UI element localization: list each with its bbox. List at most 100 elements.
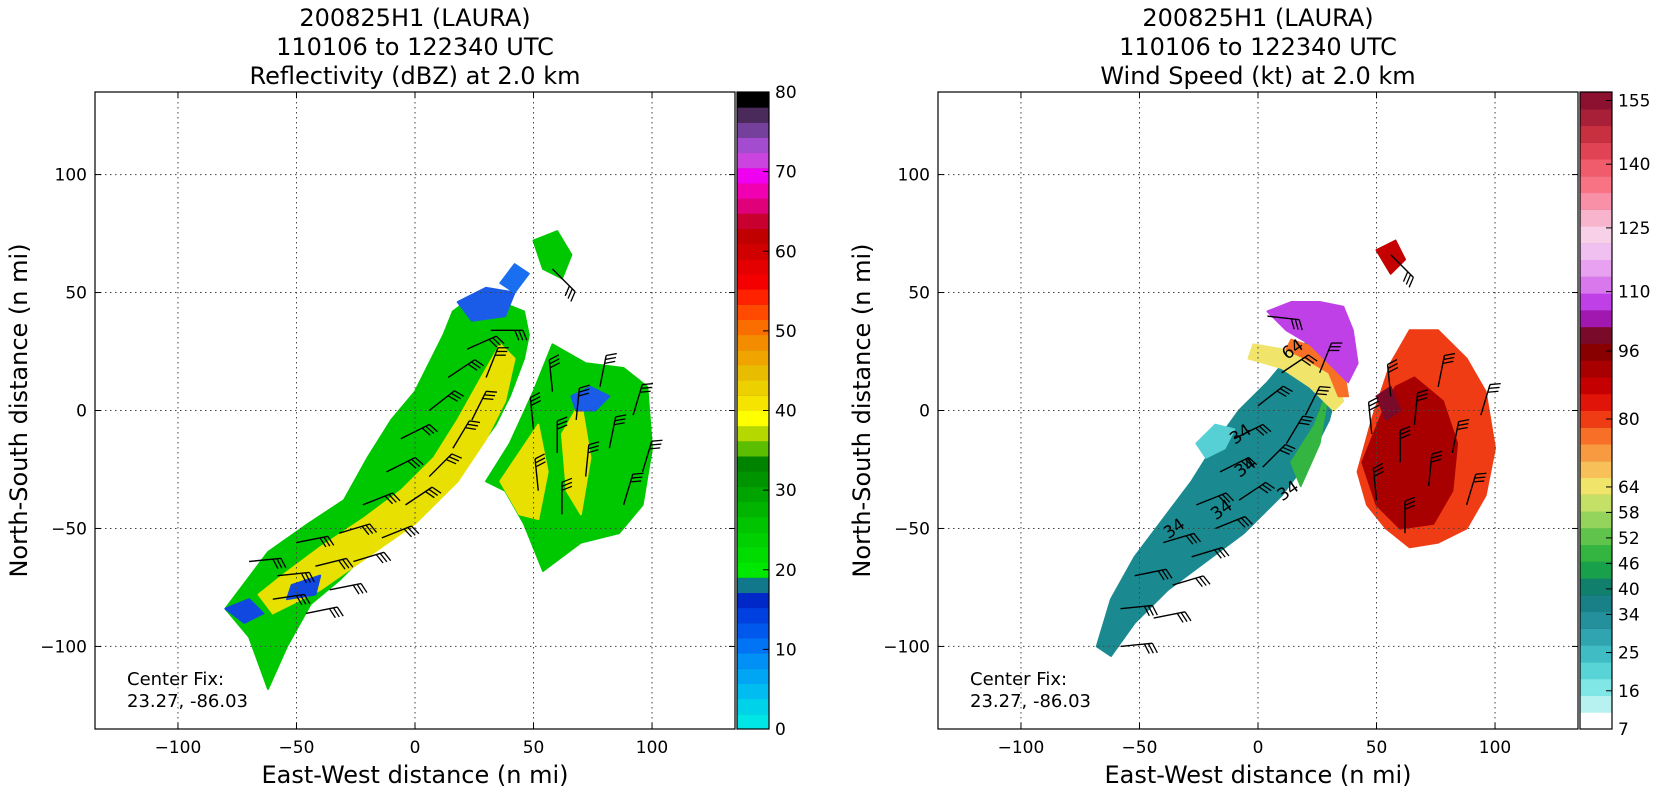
x-tick-label: −50 — [279, 738, 315, 758]
barb-feather — [1279, 388, 1290, 395]
colorbar-tick-label: 20 — [775, 561, 797, 581]
y-tick-label: 100 — [55, 166, 87, 186]
barb-feather — [1417, 393, 1428, 398]
barb-feather — [615, 414, 627, 418]
colorbar-segment — [737, 274, 769, 290]
barb-feather — [578, 388, 590, 393]
barb-feather — [530, 395, 541, 403]
colorbar-tick-label: 80 — [1618, 410, 1640, 430]
barb-feather — [1189, 534, 1198, 544]
wind-barb — [1153, 611, 1192, 623]
colorbar-segment — [1580, 259, 1612, 277]
barb-shaft — [622, 474, 634, 506]
colorbar-segment — [1580, 376, 1612, 395]
barb-feather — [578, 392, 590, 397]
barb-feather — [1300, 418, 1312, 422]
barb-feather — [1417, 389, 1429, 394]
barb-shaft — [386, 456, 416, 473]
region-east-blob-blue — [570, 385, 611, 412]
colorbar-segment — [737, 638, 769, 654]
barb-shaft — [1372, 468, 1378, 501]
y-tick-label: −100 — [40, 637, 87, 657]
barb-feather — [327, 535, 335, 546]
colorbar-segment — [1580, 460, 1612, 479]
barb-feather — [1184, 611, 1192, 622]
barb-feather — [1218, 495, 1227, 505]
barb-feather — [303, 594, 311, 605]
wind-barb — [1413, 389, 1429, 425]
wind-barb — [405, 486, 442, 506]
barb-feather — [1255, 427, 1265, 436]
barb-feather — [454, 390, 465, 397]
wind-barb — [1219, 456, 1258, 473]
barb-feather — [1193, 533, 1202, 543]
barb-feather — [587, 449, 599, 454]
colorbar-segment — [1580, 594, 1612, 613]
colorbar-segment — [737, 228, 769, 245]
barb-shaft — [428, 453, 453, 478]
barb-feather — [1431, 454, 1442, 459]
barb-shaft — [1437, 355, 1446, 388]
barb-feather — [651, 439, 663, 442]
colorbar-segment — [737, 289, 769, 305]
barb-feather — [1195, 577, 1203, 588]
colorbar-segment — [1580, 175, 1612, 194]
wind-barb — [641, 439, 663, 473]
wind-barb — [1281, 354, 1318, 374]
region-inner-blue-north — [456, 286, 516, 322]
barb-feather — [1221, 547, 1230, 557]
barb-shaft — [353, 551, 385, 563]
barb-feather — [304, 572, 311, 583]
barb-feather — [1368, 396, 1379, 403]
chart-title-line: 200825H1 (LAURA) — [299, 4, 530, 32]
wind-barb — [485, 347, 509, 378]
x-tick-label: 50 — [523, 738, 545, 758]
wind-barb — [1480, 382, 1501, 416]
wind-barb — [1437, 352, 1456, 388]
barb-feather — [650, 443, 662, 446]
wind-barb — [599, 352, 617, 388]
barb-shaft — [362, 492, 393, 506]
center-fix-annotation: 23.27, -86.03 — [970, 691, 1091, 712]
barb-feather — [467, 423, 479, 427]
barb-feather — [1225, 492, 1234, 502]
barb-feather — [1373, 466, 1384, 473]
barb-feather — [1473, 480, 1485, 483]
barb-feather — [548, 354, 560, 361]
colorbar-segment — [737, 486, 769, 502]
barb-shaft — [534, 458, 539, 491]
wind-barb — [1134, 568, 1173, 581]
barb-feather — [604, 360, 616, 365]
barb-feather — [1258, 425, 1268, 434]
colorbar-segment — [737, 410, 769, 427]
barb-feather — [379, 553, 388, 563]
wind-barb — [608, 414, 627, 449]
colorbar-tick-label: 70 — [775, 163, 797, 183]
colorbar-tick-label: 125 — [1618, 219, 1650, 239]
barb-shaft — [548, 359, 554, 392]
x-tick-label: −50 — [1122, 738, 1158, 758]
colorbar-tick-label: 64 — [1618, 478, 1640, 498]
barb-shaft — [1367, 402, 1373, 435]
barb-feather — [1474, 476, 1486, 479]
region-north-fragments — [499, 263, 530, 294]
barb-feather — [1488, 386, 1500, 390]
barb-feather — [567, 288, 573, 299]
barb-feather — [1176, 613, 1184, 623]
wind-barb — [305, 606, 344, 619]
colorbar-segment — [737, 213, 769, 229]
barb-feather — [1180, 612, 1188, 622]
barb-feather — [482, 397, 494, 401]
barb-feather — [1214, 549, 1222, 559]
wind-barb — [551, 268, 576, 302]
barb-feather — [345, 558, 354, 568]
wind-barb — [1399, 425, 1411, 463]
barb-feather — [1290, 318, 1295, 330]
barb-feather — [1237, 519, 1246, 528]
wind-barb — [490, 329, 528, 341]
chart-title-line: Wind Speed (kt) at 2.0 km — [1100, 62, 1415, 90]
colorbar-tick-label: 10 — [775, 640, 797, 660]
barb-feather — [308, 572, 315, 583]
chart-title-line: 110106 to 122340 UTC — [276, 33, 554, 61]
barb-shaft — [1390, 254, 1414, 278]
